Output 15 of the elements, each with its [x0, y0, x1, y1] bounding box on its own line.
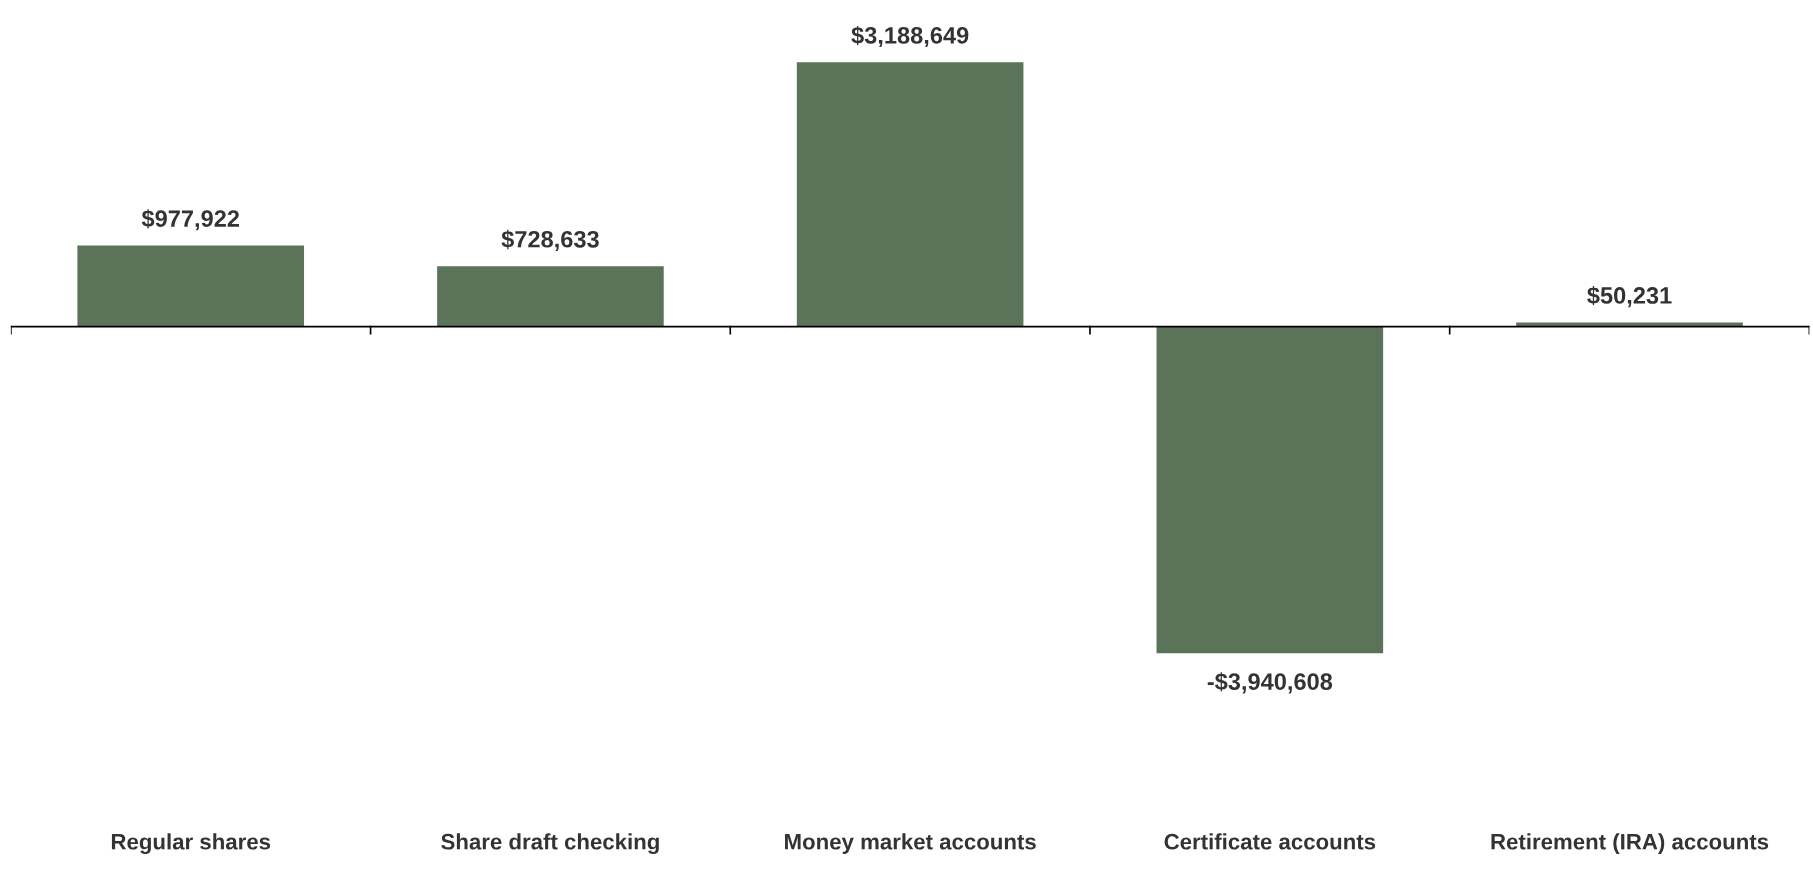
data-label: -$3,940,608: [1207, 672, 1333, 694]
bar: [437, 266, 664, 327]
x-tick-label: Certificate accounts: [1164, 833, 1376, 850]
bar: [796, 62, 1024, 327]
data-label: $50,231: [1587, 286, 1672, 308]
x-tick-label: Regular shares: [111, 833, 271, 855]
x-tick-label: Money market accounts: [785, 833, 1036, 854]
data-label: $728,633: [501, 229, 599, 252]
bar: [1156, 326, 1384, 654]
data-label: $3,188,649: [851, 25, 969, 48]
data-label: $977,922: [141, 209, 240, 231]
x-tick-label: Share draft checking: [441, 833, 659, 855]
x-tick-label: Retirement (IRA) accounts: [1491, 833, 1769, 854]
bar: [77, 245, 305, 327]
bar: [1516, 322, 1743, 327]
